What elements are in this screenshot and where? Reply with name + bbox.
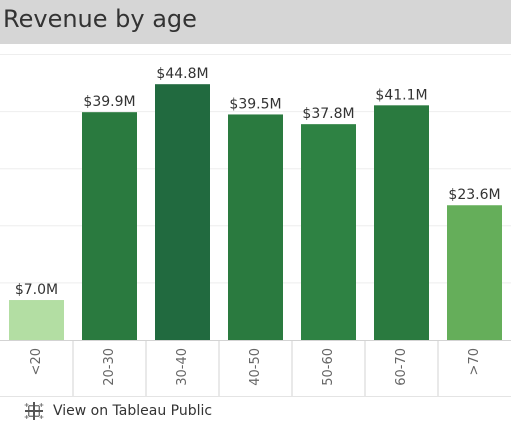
chart-title: Revenue by age — [3, 5, 197, 33]
x-tick-label: 20-30 — [102, 348, 117, 386]
x-tick-label: <20 — [29, 348, 44, 375]
bar-<20[interactable] — [9, 300, 64, 340]
bar-20-30[interactable] — [82, 112, 137, 341]
bar->70[interactable] — [447, 205, 502, 340]
data-label: $44.8M — [156, 66, 208, 82]
data-label: $7.0M — [15, 282, 58, 298]
x-tick-label: 40-50 — [248, 348, 263, 386]
footer-divider — [0, 396, 511, 397]
view-on-tableau-link[interactable]: View on Tableau Public — [53, 403, 213, 419]
bar-60-70[interactable] — [374, 105, 429, 340]
data-label: $41.1M — [375, 87, 427, 103]
footer: View on Tableau Public — [0, 397, 511, 430]
bar-chart: $7.0M <20 $39.9M 20-30 $44.8M 30-40 $39.5M 40-5… — [0, 54, 511, 396]
x-tick-label: >70 — [467, 348, 482, 375]
data-label: $39.9M — [83, 94, 135, 110]
data-label: $39.5M — [229, 96, 281, 112]
chart-area: $7.0M <20 $39.9M 20-30 $44.8M 30-40 $39.5M 40-5… — [0, 44, 511, 396]
bar-40-50[interactable] — [228, 114, 283, 340]
data-label: $23.6M — [448, 187, 500, 203]
bar-30-40[interactable] — [155, 84, 210, 340]
bar-50-60[interactable] — [301, 124, 356, 340]
data-label: $37.8M — [302, 106, 354, 122]
title-bar: Revenue by age — [0, 0, 511, 44]
x-tick-label: 50-60 — [321, 348, 336, 386]
x-tick-label: 30-40 — [175, 348, 190, 386]
x-tick-label: 60-70 — [394, 348, 409, 386]
tableau-icon[interactable] — [23, 400, 45, 422]
